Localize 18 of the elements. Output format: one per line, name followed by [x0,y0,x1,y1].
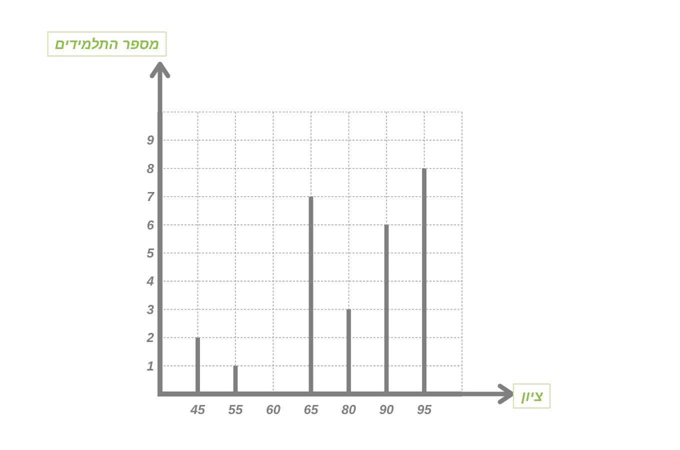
x-tick-label: 60 [266,402,282,417]
y-tick-label: 9 [146,132,155,148]
x-tick-label: 65 [304,402,319,417]
x-axis-title: ציון [520,388,544,404]
y-tick-label: 4 [146,274,155,289]
x-tick-label: 55 [228,402,244,417]
y-tick-label: 1 [146,358,154,374]
y-tick-label: 6 [146,217,155,232]
x-tick-label: 80 [342,402,357,417]
x-tick-label: 90 [379,402,394,417]
y-tick-label: 8 [146,160,155,176]
x-tick-label: 45 [190,402,206,417]
y-axis-title: מספר התלמידים [54,36,160,52]
y-tick-label: 7 [146,189,155,204]
y-tick-label: 5 [146,246,155,260]
y-tick-label: 3 [146,302,155,317]
x-tick-label: 95 [417,402,432,417]
y-tick-label: 2 [146,330,155,346]
